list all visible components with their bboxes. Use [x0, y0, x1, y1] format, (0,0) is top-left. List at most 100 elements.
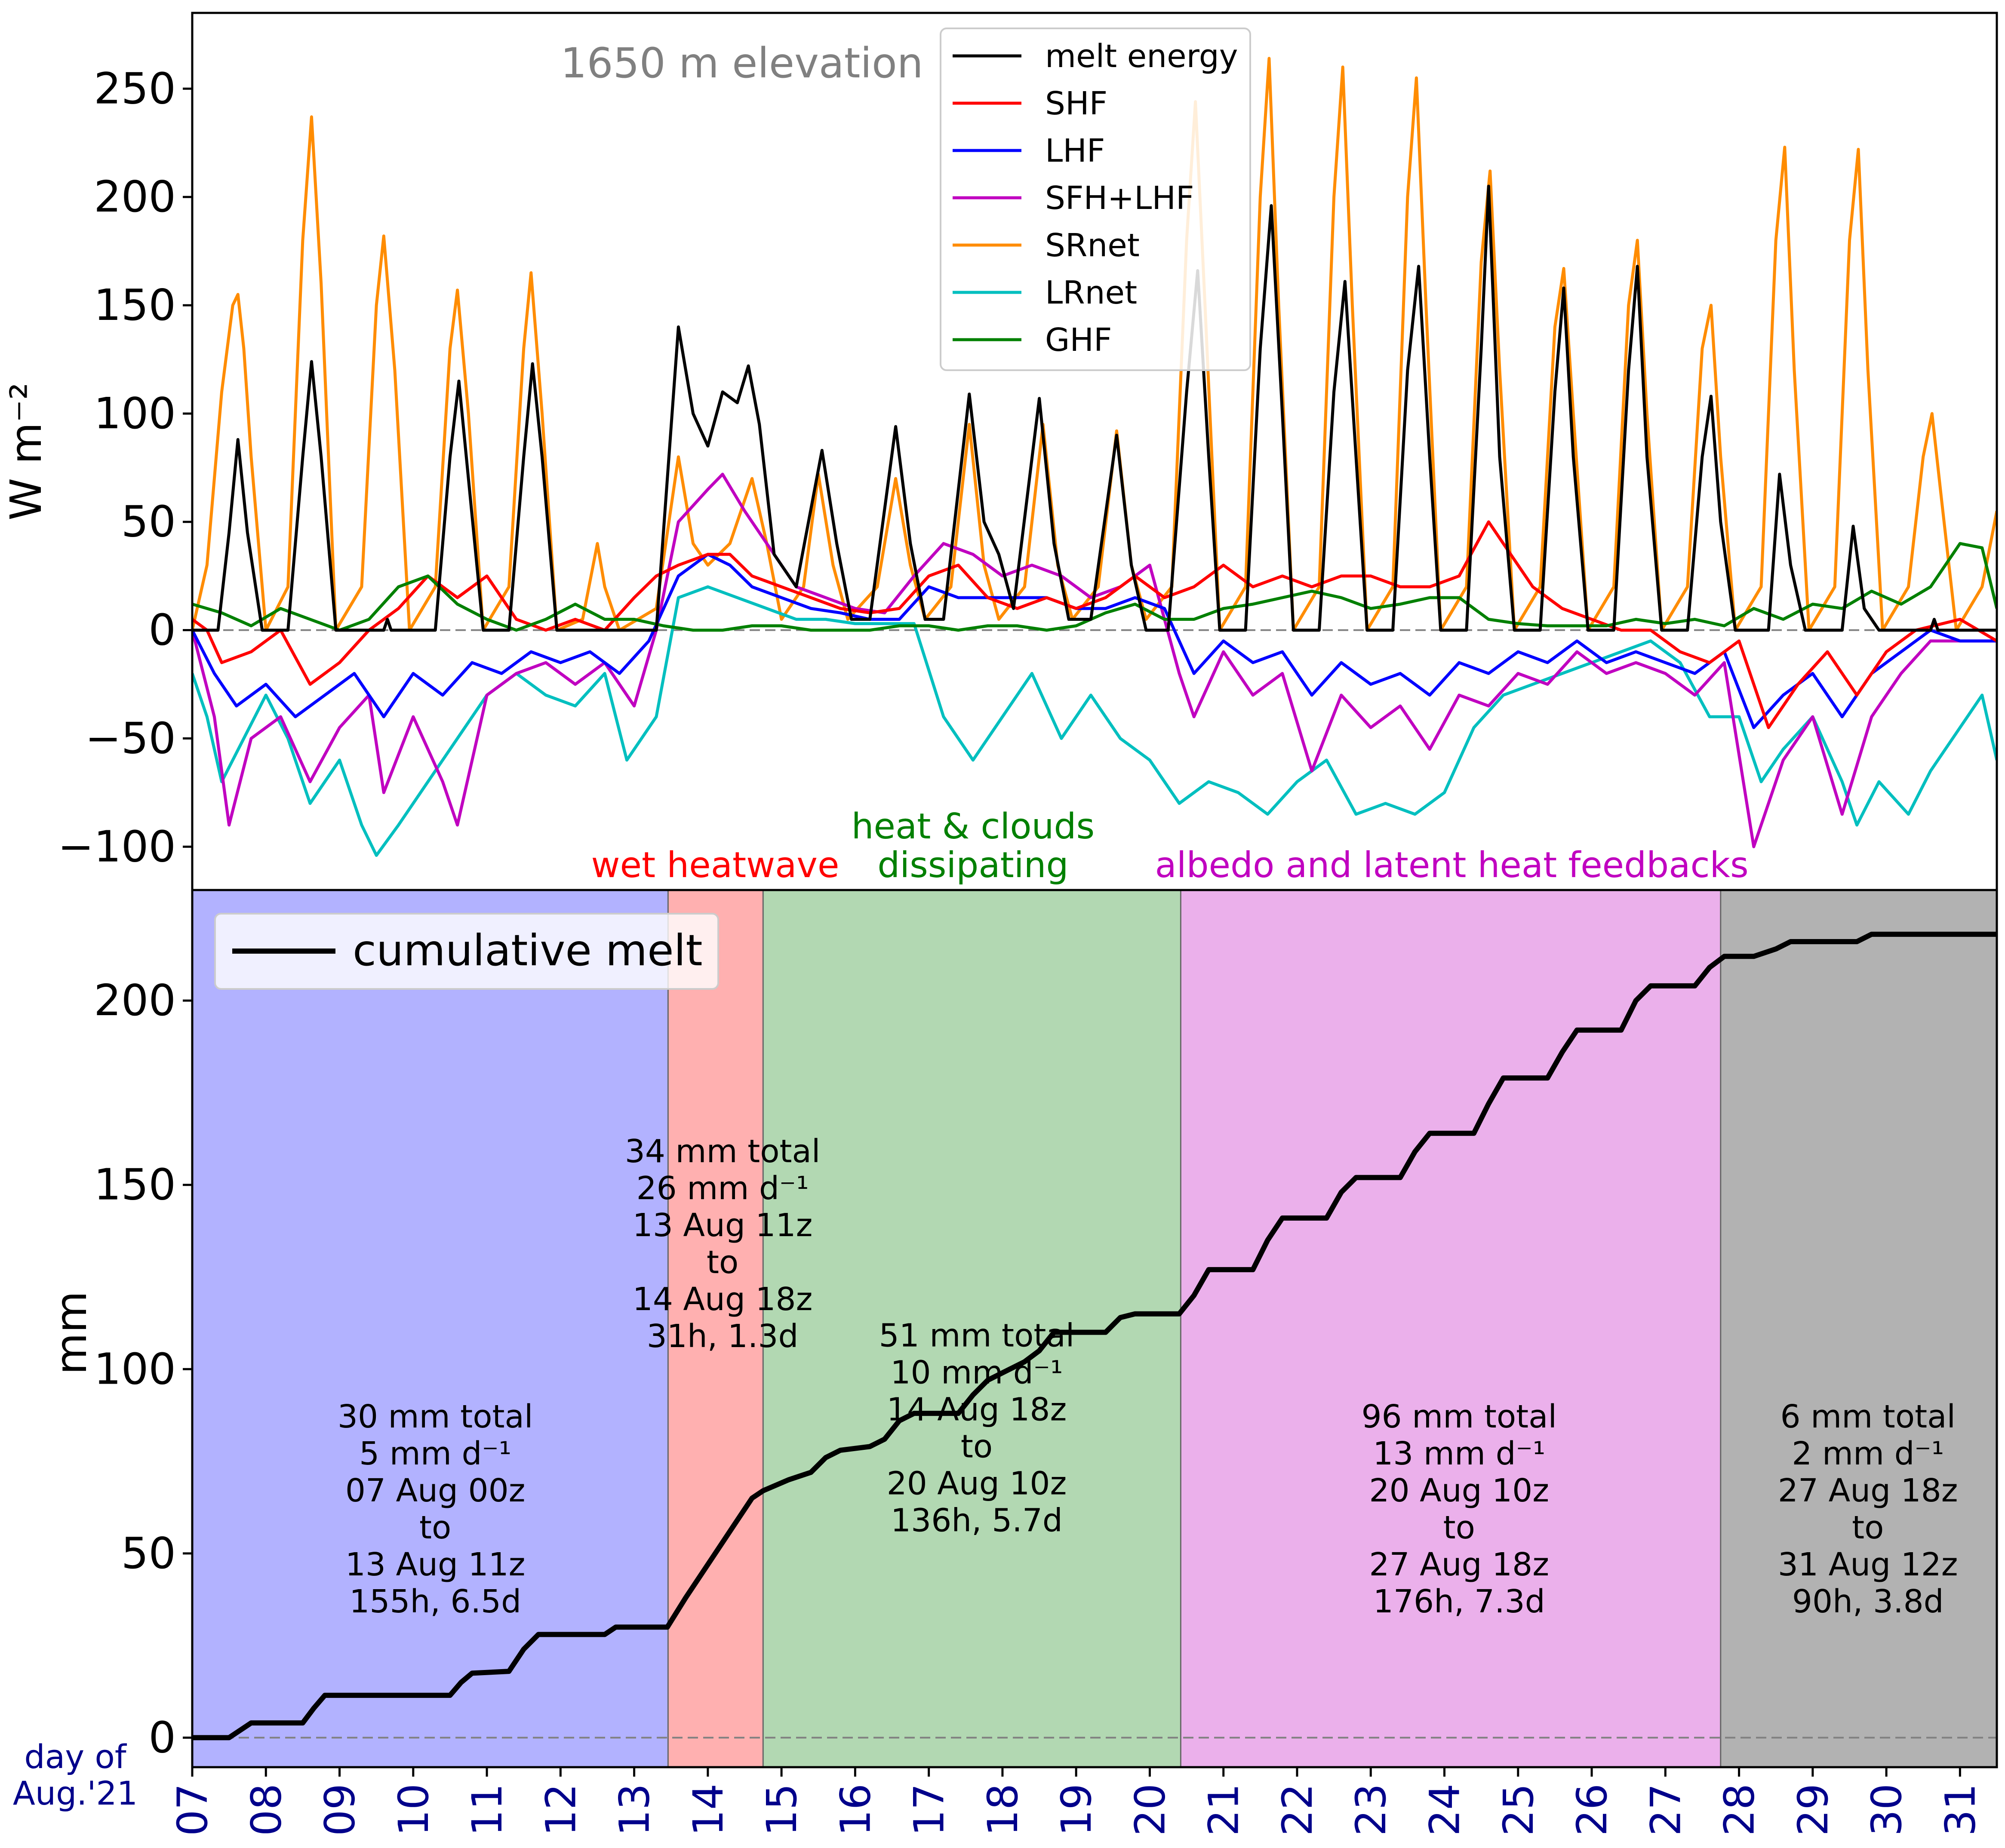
series-line-sfh-lhf — [192, 473, 1997, 848]
xtick-label: 26 — [1568, 1784, 1616, 1836]
period-label-line: 6 mm total — [1781, 1398, 1956, 1435]
xtick-label: 23 — [1347, 1784, 1395, 1836]
xtick-label: 17 — [905, 1784, 953, 1836]
top-ylabel: W m⁻² — [1, 383, 51, 521]
regime-label-1: dissipating — [877, 845, 1068, 886]
period-label-line: 27 Aug 18z — [1369, 1546, 1549, 1583]
bottom-ytick-label: 100 — [94, 1344, 176, 1394]
period-label-line: to — [419, 1509, 451, 1546]
series-line-shf — [192, 520, 1997, 729]
period-label-line: to — [1852, 1509, 1884, 1546]
period-label-2: 51 mm total 10 mm d⁻¹ 14 Aug 18z to 20 Aug 1… — [879, 1317, 1075, 1539]
chart-title: 1650 m elevation — [560, 39, 923, 87]
legend-label: LRnet — [1045, 274, 1137, 311]
period-label-line: 27 Aug 18z — [1778, 1472, 1958, 1509]
period-label-line: 30 mm total — [338, 1398, 533, 1435]
xtick-label: 22 — [1273, 1784, 1322, 1836]
period-label-line: 14 Aug 18z — [633, 1281, 813, 1318]
period-label-line: 2 mm d⁻¹ — [1792, 1435, 1944, 1472]
bottom-legend-box — [214, 913, 719, 990]
legend-label: GHF — [1045, 322, 1112, 359]
xtick-label: 15 — [758, 1784, 806, 1836]
bottom-ytick-label: 0 — [148, 1712, 176, 1762]
top-legend: melt energy SHF LHF SFH+LHF SRnet LRnet GHF — [940, 28, 1251, 371]
xtick-label: 30 — [1863, 1784, 1911, 1836]
xtick-label: 28 — [1716, 1784, 1764, 1836]
period-backgrounds — [192, 890, 1997, 1767]
period-band-1 — [668, 890, 763, 1767]
period-label-line: 31 Aug 12z — [1778, 1546, 1958, 1583]
bottom-ytick-label: 200 — [94, 975, 176, 1025]
bottom-ylabel: mm — [46, 1291, 96, 1375]
period-label-line: 13 Aug 11z — [345, 1546, 526, 1583]
xtick-label: 31 — [1936, 1784, 1984, 1836]
legend-label: SRnet — [1045, 227, 1140, 264]
legend-label: SHF — [1045, 85, 1107, 122]
period-label-line: 5 mm d⁻¹ — [359, 1435, 511, 1472]
period-label-line: 31h, 1.3d — [647, 1318, 799, 1355]
top-ytick-label: 100 — [94, 388, 176, 439]
top-ytick-label: 150 — [94, 280, 176, 330]
period-label-line: to — [707, 1244, 738, 1281]
top-series-group — [192, 57, 1997, 857]
period-label-line: 96 mm total — [1361, 1398, 1557, 1435]
period-label-line: 136h, 5.7d — [891, 1502, 1063, 1539]
period-label-line: 20 Aug 10z — [1369, 1472, 1549, 1509]
period-label-3: 96 mm total 13 mm d⁻¹ 20 Aug 10z to 27 Aug 1… — [1361, 1398, 1557, 1620]
period-label-line: 34 mm total — [625, 1133, 821, 1170]
xtick-label: 27 — [1642, 1784, 1690, 1836]
xtick-label: 20 — [1126, 1784, 1174, 1836]
period-label-line: 51 mm total — [879, 1317, 1075, 1354]
top-ytick-label: 50 — [121, 497, 176, 547]
period-label-line: to — [961, 1428, 993, 1465]
series-line-cumulative-melt — [192, 931, 1997, 1741]
period-label-0: 30 mm total 5 mm d⁻¹ 07 Aug 00z to 13 Aug 11… — [338, 1398, 533, 1620]
regime-label-0: wet heatwave — [591, 845, 840, 886]
bottom-ytick-label: 50 — [121, 1528, 176, 1578]
xtick-label: 19 — [1052, 1784, 1101, 1836]
period-band-4 — [1720, 890, 1997, 1767]
xtick-label: 07 — [169, 1784, 217, 1836]
xtick-label: 08 — [242, 1784, 290, 1836]
bottom-axes-frame — [191, 889, 1998, 1768]
legend-label: LHF — [1045, 132, 1105, 169]
xtick-label: 12 — [537, 1784, 585, 1836]
period-annotations: 30 mm total 5 mm d⁻¹ 07 Aug 00z to 13 Aug 11… — [338, 1133, 1958, 1620]
legend-label: SFH+LHF — [1045, 180, 1194, 217]
period-label-1: 34 mm total 26 mm d⁻¹ 13 Aug 11z to 14 Aug 1… — [625, 1133, 821, 1355]
top-ytick-label: 0 — [148, 605, 176, 655]
xtick-label: 10 — [390, 1784, 438, 1836]
period-label-line: 176h, 7.3d — [1373, 1583, 1545, 1620]
bottom-legend: cumulative melt — [214, 913, 719, 990]
xtick-label: 11 — [463, 1784, 511, 1836]
legend-label: melt energy — [1045, 38, 1238, 75]
xtick-label: 14 — [684, 1784, 732, 1836]
period-label-line: 155h, 6.5d — [349, 1583, 521, 1620]
top-ytick-label: −100 — [58, 821, 176, 872]
period-label-line: 90h, 3.8d — [1792, 1583, 1944, 1620]
xtick-label: 16 — [831, 1784, 879, 1836]
period-label-line: 07 Aug 00z — [345, 1472, 526, 1509]
period-label-line: 20 Aug 10z — [887, 1465, 1067, 1502]
top-ytick-label: 250 — [94, 63, 176, 114]
xlabel-line: Aug.'21 — [13, 1774, 138, 1812]
xtick-label: 18 — [979, 1784, 1027, 1836]
xtick-label: 29 — [1789, 1784, 1837, 1836]
top-ytick-label: 200 — [94, 172, 176, 222]
top-ytick-label: −50 — [85, 713, 176, 763]
top-legend-box — [940, 28, 1251, 371]
legend-label: cumulative melt — [353, 925, 703, 976]
xtick-label: 25 — [1495, 1784, 1543, 1836]
xtick-label: 13 — [611, 1784, 659, 1836]
bottom-ytick-label: 150 — [94, 1160, 176, 1210]
regime-label-2: albedo and latent heat feedbacks — [1155, 845, 1748, 886]
period-label-line: 10 mm d⁻¹ — [890, 1354, 1063, 1391]
xtick-label: 24 — [1421, 1784, 1469, 1836]
series-line-ghf — [192, 542, 1997, 632]
regime-label-1: heat & clouds — [852, 806, 1095, 847]
period-label-line: 26 mm d⁻¹ — [637, 1170, 809, 1207]
period-label-line: to — [1443, 1509, 1475, 1546]
xlabel-line: day of — [24, 1737, 127, 1776]
